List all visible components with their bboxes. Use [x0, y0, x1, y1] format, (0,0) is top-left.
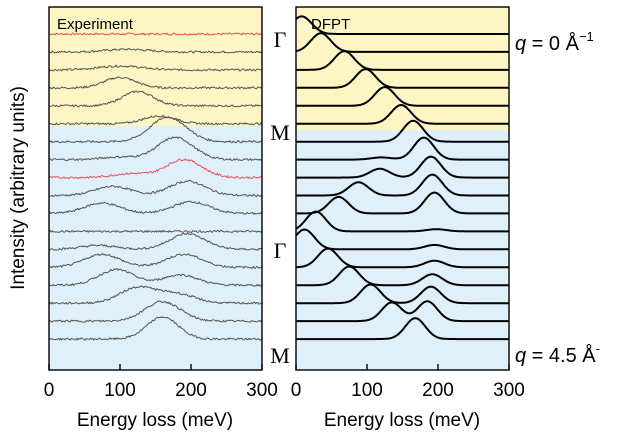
experiment-x-tick-label-0: 0	[44, 380, 55, 401]
dfpt-x-axis-label: Energy loss (meV)	[324, 410, 480, 431]
experiment-trace-10	[48, 179, 263, 197]
dfpt-trace-2	[295, 32, 509, 53]
dfpt-x-tick-label-300: 300	[493, 380, 525, 401]
dfpt-yellow-region	[296, 7, 509, 130]
symmetry-label-gamma-2: Γ	[274, 238, 287, 263]
dfpt-trace-14	[295, 247, 509, 269]
dfpt-trace-4	[296, 68, 509, 89]
dfpt-trace-6	[296, 104, 509, 125]
dfpt-trace-11	[296, 191, 509, 215]
q-label-bottom: q = 4.5 Å-	[515, 341, 600, 367]
experiment-trace-11	[48, 200, 263, 215]
experiment-x-axis-label: Energy loss (meV)	[77, 410, 233, 431]
experiment-trace-8	[49, 136, 263, 162]
symmetry-label-m-1: M	[270, 120, 290, 145]
dfpt-trace-15	[296, 265, 509, 287]
q-label-top-exponent: −1	[579, 29, 594, 44]
experiment-trace-14	[48, 253, 262, 269]
experiment-trace-7	[48, 116, 262, 144]
experiment-trace-6	[48, 114, 263, 126]
experiment-trace-13	[48, 232, 262, 251]
dfpt-trace-10	[296, 173, 509, 197]
q-label-bottom-variable: q	[515, 345, 526, 367]
y-axis-label: Intensity (arbitrary units)	[8, 86, 29, 290]
dfpt-trace-16	[296, 283, 509, 305]
experiment-x-tick-label-100: 100	[104, 380, 136, 401]
dfpt-trace-5	[296, 86, 509, 107]
experiment-title: Experiment	[57, 16, 134, 33]
experiment-trace-3	[48, 64, 263, 72]
q-label-bottom-exponent: -	[596, 341, 600, 356]
experiment-traces	[48, 32, 263, 341]
experiment-trace-4	[48, 76, 263, 90]
panel-dfpt: DFPT 0 100 200 300 Energy loss (meV)	[291, 6, 525, 431]
symmetry-label-gamma-1: Γ	[274, 27, 287, 52]
dfpt-traces	[295, 15, 509, 341]
dfpt-trace-18	[296, 317, 509, 341]
panel-experiment: Experiment 0 100 200 300 Energy loss (meV) …	[8, 6, 278, 431]
dfpt-x-tick-label-0: 0	[291, 380, 302, 401]
dfpt-trace-12	[295, 210, 509, 233]
experiment-trace-12	[48, 229, 263, 233]
q-label-bottom-value: = 4.5 Å	[526, 344, 596, 367]
experiment-trace-15	[48, 268, 263, 287]
experiment-x-tick-label-200: 200	[175, 380, 207, 401]
experiment-trace-18	[48, 316, 263, 341]
experiment-trace-16	[48, 285, 263, 305]
experiment-trace-5	[48, 90, 263, 108]
experiment-plot-frame	[48, 6, 263, 371]
q-label-top-variable: q	[515, 33, 526, 55]
dfpt-x-tick-label-100: 100	[351, 380, 383, 401]
dfpt-trace-1	[295, 15, 509, 35]
symmetry-labels: Γ M Γ M	[270, 27, 290, 368]
dfpt-trace-9	[296, 155, 509, 179]
dfpt-trace-7	[296, 119, 509, 143]
q-label-top-value: = 0 Å	[526, 32, 579, 55]
experiment-trace-9	[48, 158, 263, 180]
dfpt-trace-3	[296, 50, 509, 71]
dfpt-x-ticks: 0 100 200 300	[291, 364, 525, 401]
experiment-x-ticks: 0 100 200 300	[44, 364, 278, 401]
experiment-x-tick-label-300: 300	[246, 380, 278, 401]
dfpt-plot-frame	[295, 6, 510, 371]
q-label-top: q = 0 Å−1	[515, 29, 594, 55]
experiment-trace-17	[48, 300, 263, 323]
experiment-trace-1	[48, 32, 263, 36]
symmetry-label-m-2: M	[270, 343, 290, 368]
dfpt-x-tick-label-200: 200	[422, 380, 454, 401]
dfpt-trace-8	[296, 136, 509, 161]
dfpt-title: DFPT	[311, 16, 350, 33]
dfpt-trace-17	[296, 300, 509, 323]
experiment-trace-2	[48, 47, 263, 54]
